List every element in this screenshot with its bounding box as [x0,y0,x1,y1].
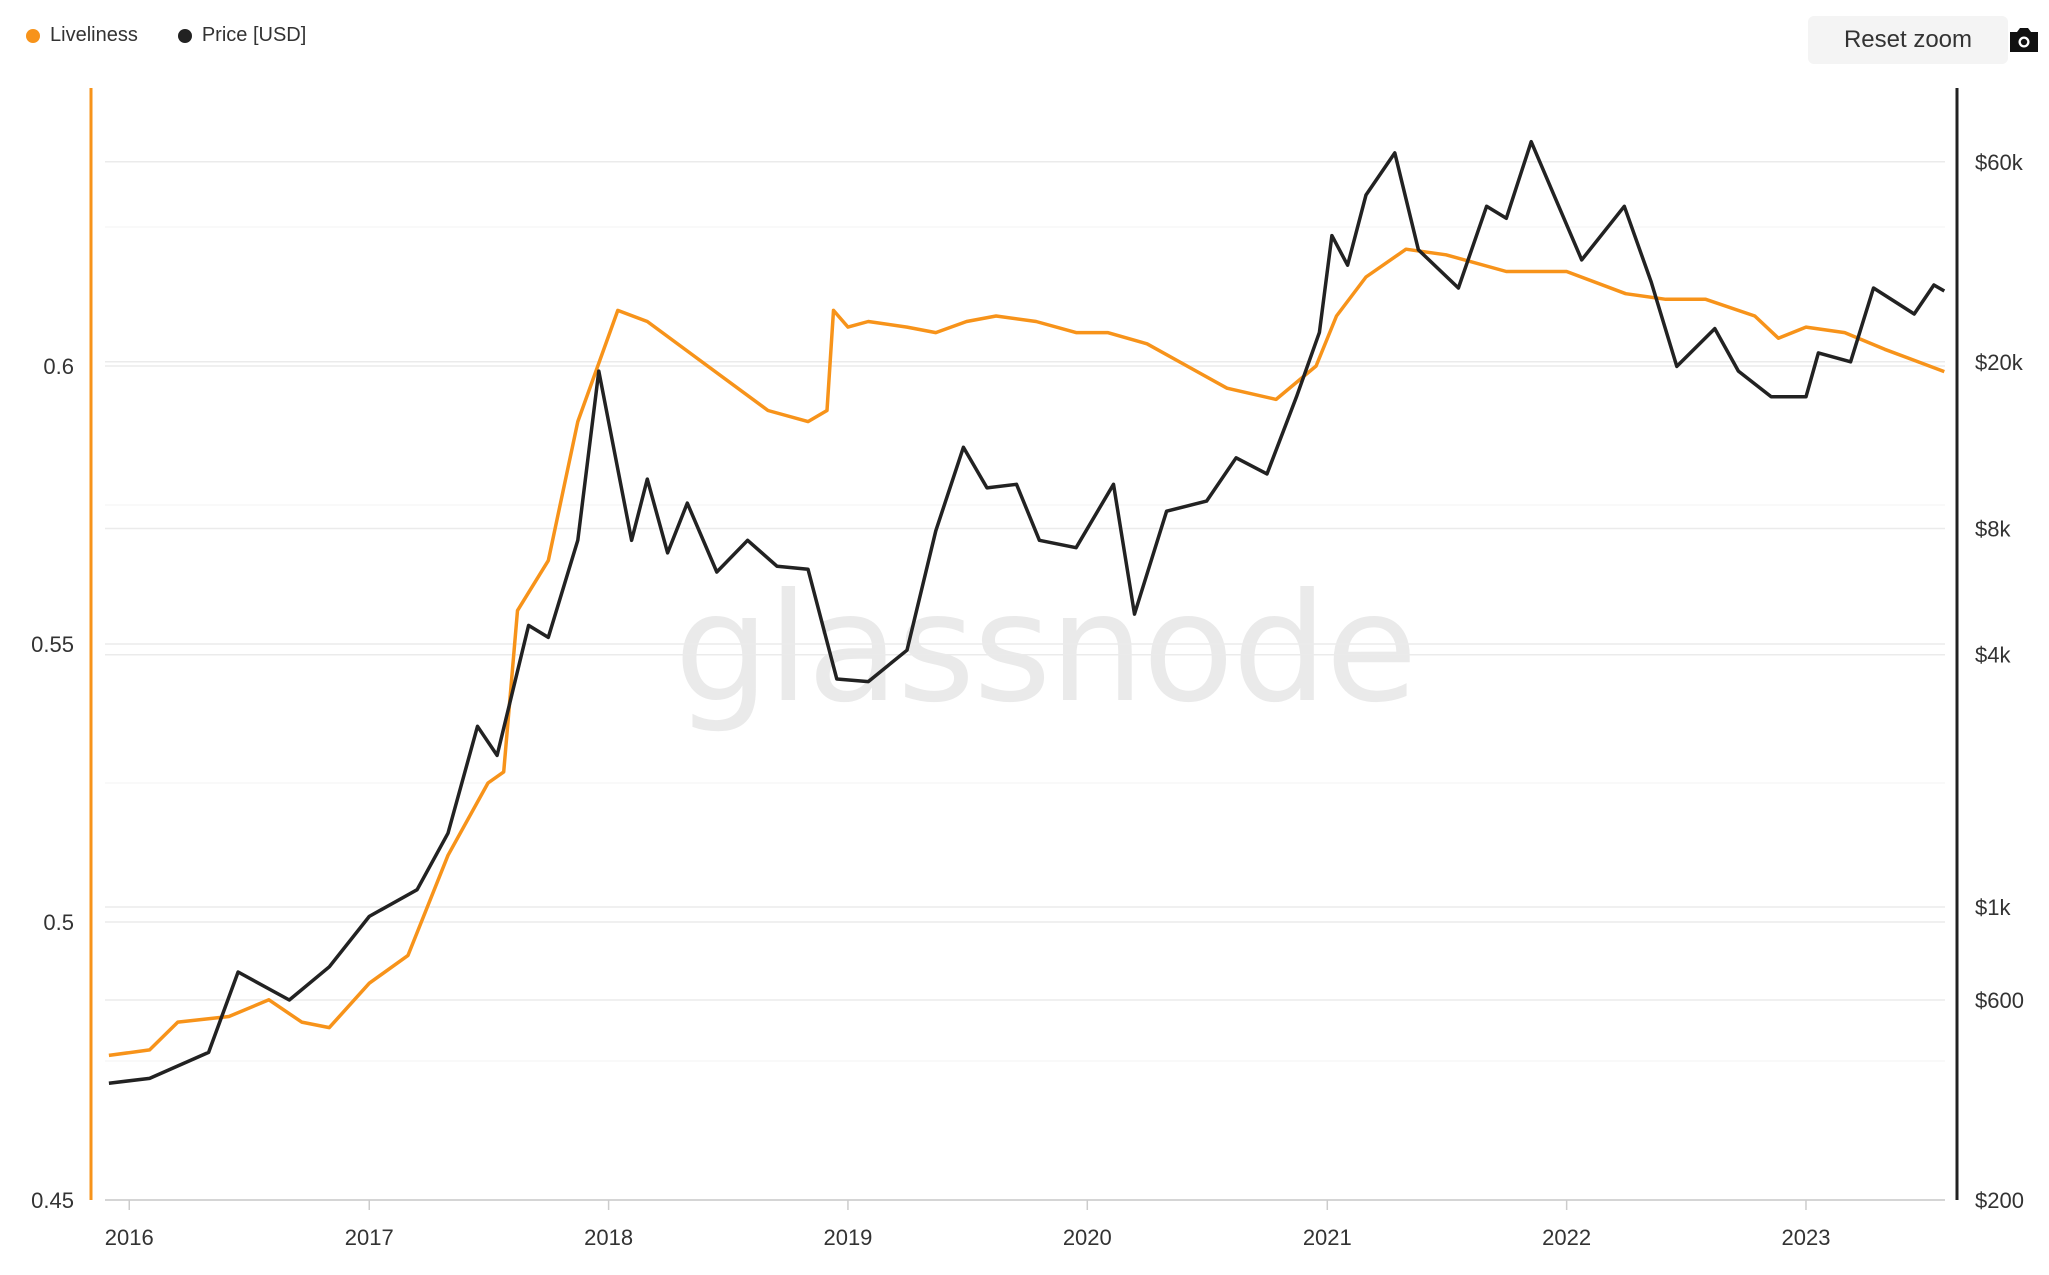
x-tick-label: 2016 [105,1225,154,1250]
chart-legend: Liveliness Price [USD] [26,24,306,47]
series-line-liveliness [108,247,1945,1058]
x-tick-label: 2018 [584,1225,633,1250]
x-tick-label: 2023 [1782,1225,1831,1250]
y-left-tick-label: 0.5 [43,910,74,935]
glassnode-watermark: glassnode [674,562,1415,736]
y-left-tick-label: 0.45 [31,1188,74,1213]
y-right-tick-label: $8k [1975,517,2011,542]
y-left-tick-label: 0.6 [43,354,74,379]
x-tick-label: 2019 [823,1225,872,1250]
x-tick-label: 2021 [1303,1225,1352,1250]
camera-icon [2010,28,2038,52]
camera-button[interactable] [2006,22,2042,58]
legend-item-price[interactable]: Price [USD] [177,24,307,47]
x-tick-label: 2017 [345,1225,394,1250]
y-right-tick-label: $60k [1975,150,2024,175]
legend-dot-liveliness [26,28,40,43]
x-tick-label: 2022 [1542,1225,1591,1250]
legend-item-liveliness[interactable]: Liveliness [26,24,138,47]
y-right-tick-label: $1k [1975,895,2011,920]
y-right-tick-label: $4k [1975,643,2011,668]
legend-label-liveliness: Liveliness [50,24,138,46]
y-right-tick-label: $20k [1975,350,2024,375]
series-line-price [108,139,1946,1085]
y-right-tick-label: $200 [1975,1188,2024,1213]
legend-label-price: Price [USD] [201,24,307,46]
reset-zoom-button[interactable]: Reset zoom [1808,16,2008,64]
y-left-tick-label: 0.55 [31,632,74,657]
y-right-tick-label: $600 [1975,988,2024,1013]
x-tick-label: 2020 [1063,1225,1112,1250]
legend-dot-price [177,28,192,43]
